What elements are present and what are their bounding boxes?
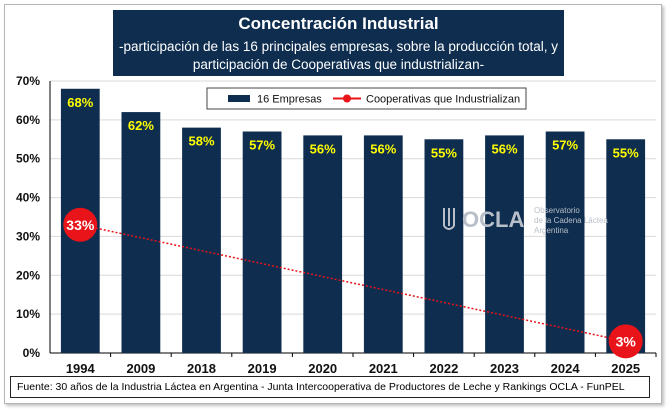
y-axis-ticks: 0% 10% 20% 30% 40% 50% 60% 70%: [16, 74, 40, 360]
x-tick-label: 2024: [551, 361, 581, 376]
bar-value-label: 56%: [310, 141, 336, 156]
bar-value-label: 57%: [552, 138, 578, 153]
coop-point-label: 3%: [616, 333, 637, 349]
x-tick-label: 2022: [429, 361, 458, 376]
chart-subtitle: -participación de las 16 principales emp…: [113, 38, 564, 74]
coop-trend-line: [80, 224, 626, 343]
bar-value-label: 55%: [613, 145, 639, 160]
coop-point-label: 33%: [66, 217, 95, 233]
y-tick-label: 30%: [16, 229, 40, 243]
x-tick-label: 2018: [187, 361, 216, 376]
legend-label-coop: Cooperativas que Industrializan: [366, 94, 520, 106]
legend-swatch-bars: [228, 95, 250, 102]
y-tick-label: 60%: [16, 113, 40, 127]
bar: [121, 112, 161, 353]
watermark-brand: OCLA: [462, 207, 524, 232]
coop-series: 33% 3%: [63, 207, 643, 359]
y-tick-label: 40%: [16, 191, 40, 205]
bar: [303, 135, 343, 353]
ocla-watermark: OCLA Observatorio de la Cadena Láctea Ar…: [443, 206, 608, 235]
bar: [485, 135, 524, 353]
bar-value-label: 55%: [431, 145, 457, 160]
coop-point: [608, 324, 643, 359]
x-tick-label: 2025: [611, 361, 640, 376]
y-tick-label: 0%: [23, 346, 41, 360]
bar-value-label: 56%: [370, 141, 396, 156]
legend-label-bars: 16 Empresas: [257, 94, 322, 106]
chart-title: Concentración Industrial: [238, 14, 439, 33]
watermark-line-1: Observatorio: [534, 206, 580, 215]
watermark-line-3: Argentina: [534, 226, 569, 235]
bar-value-label: 56%: [491, 141, 517, 156]
x-tick-label: 1994: [66, 361, 96, 376]
watermark-line-2: de la Cadena Láctea: [534, 216, 608, 225]
bar-value-label: 58%: [188, 134, 214, 149]
subtitle-line-1: -participación de las 16 principales emp…: [119, 39, 558, 54]
bar-series: [60, 88, 646, 354]
bar: [606, 139, 646, 353]
bar-value-label: 57%: [249, 138, 275, 153]
bar-value-label: 62%: [128, 118, 154, 133]
y-tick-label: 10%: [16, 307, 40, 321]
subtitle-line-2: participación de Cooperativas que indust…: [192, 57, 485, 72]
y-tick-label: 20%: [16, 268, 40, 282]
x-tick-label: 2019: [248, 361, 277, 376]
bar: [182, 127, 221, 353]
source-note: Fuente: 30 años de la Industria Láctea e…: [10, 376, 650, 398]
y-tick-label: 70%: [16, 74, 40, 88]
ocla-logo-icon: [443, 208, 455, 230]
legend-swatch-marker: [343, 94, 351, 103]
bar: [363, 135, 403, 353]
bar: [242, 131, 282, 353]
x-tick-label: 2020: [308, 361, 337, 376]
bar: [545, 131, 585, 353]
coop-point: [63, 207, 98, 242]
y-tick-label: 50%: [16, 152, 40, 166]
legend: 16 Empresas Cooperativas que Industriali…: [206, 87, 527, 110]
bar-value-label: 68%: [67, 95, 93, 110]
x-axis-ticks: 1994 2009 2018 2019 2020 2021 2022 2023 2024 2025: [66, 353, 657, 376]
bar: [424, 139, 464, 353]
title-box: Concentración Industrial -participación …: [113, 10, 564, 76]
legend-box: [206, 87, 527, 110]
x-tick-label: 2009: [126, 361, 155, 376]
x-tick-label: 2023: [490, 361, 519, 376]
x-tick-label: 2021: [369, 361, 398, 376]
bar-labels: 68% 62% 58% 57% 56% 56% 55% 56% 57% 55%: [67, 95, 639, 161]
